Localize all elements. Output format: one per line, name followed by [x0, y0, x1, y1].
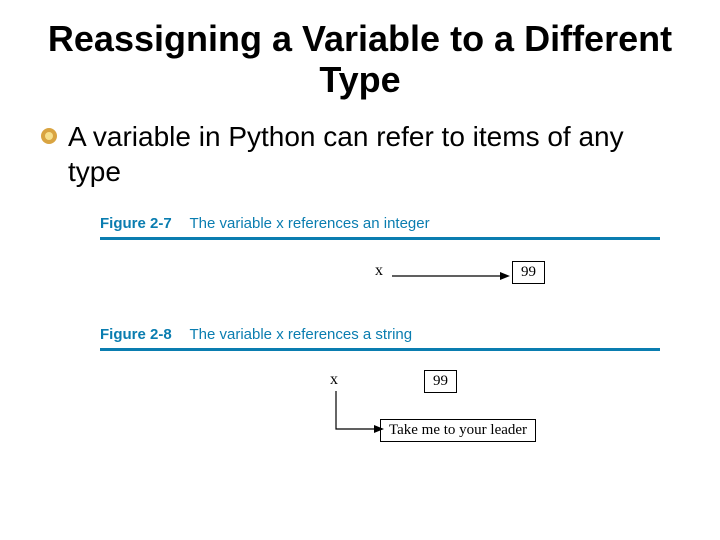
figure-2-7-label: Figure 2-7 — [100, 215, 172, 232]
figure-2-8-label: Figure 2-8 — [100, 326, 172, 343]
figure-2-8-caption: The variable x references a string — [189, 326, 412, 343]
figure-2-7-variable-x: x — [375, 262, 383, 280]
figure-2-7-caption: The variable x references an integer — [189, 215, 429, 232]
figure-2-8-header: Figure 2-8 The variable x references a s… — [100, 326, 660, 344]
page-title: Reassigning a Variable to a Different Ty… — [0, 0, 720, 109]
figure-2-7: Figure 2-7 The variable x references an … — [100, 215, 660, 318]
bullet-text: A variable in Python can refer to items … — [68, 119, 680, 189]
bullet-icon — [40, 127, 58, 145]
arrow-icon — [392, 271, 510, 281]
figure-2-7-rule — [100, 237, 660, 240]
figure-2-7-header: Figure 2-7 The variable x references an … — [100, 215, 660, 233]
figure-2-8-new-value-box: Take me to your leader — [380, 419, 536, 442]
bullet-row: A variable in Python can refer to items … — [0, 109, 720, 189]
figure-2-8-body: x 99 Take me to your leader — [100, 369, 660, 459]
figure-2-8-variable-x: x — [330, 371, 338, 389]
figure-2-8-old-value-box: 99 — [424, 370, 457, 393]
figure-2-7-body: x 99 — [100, 258, 660, 318]
figure-2-8-rule — [100, 348, 660, 351]
arrow-icon — [336, 391, 386, 437]
figure-2-7-value-box: 99 — [512, 261, 545, 284]
figure-2-8: Figure 2-8 The variable x references a s… — [100, 326, 660, 459]
